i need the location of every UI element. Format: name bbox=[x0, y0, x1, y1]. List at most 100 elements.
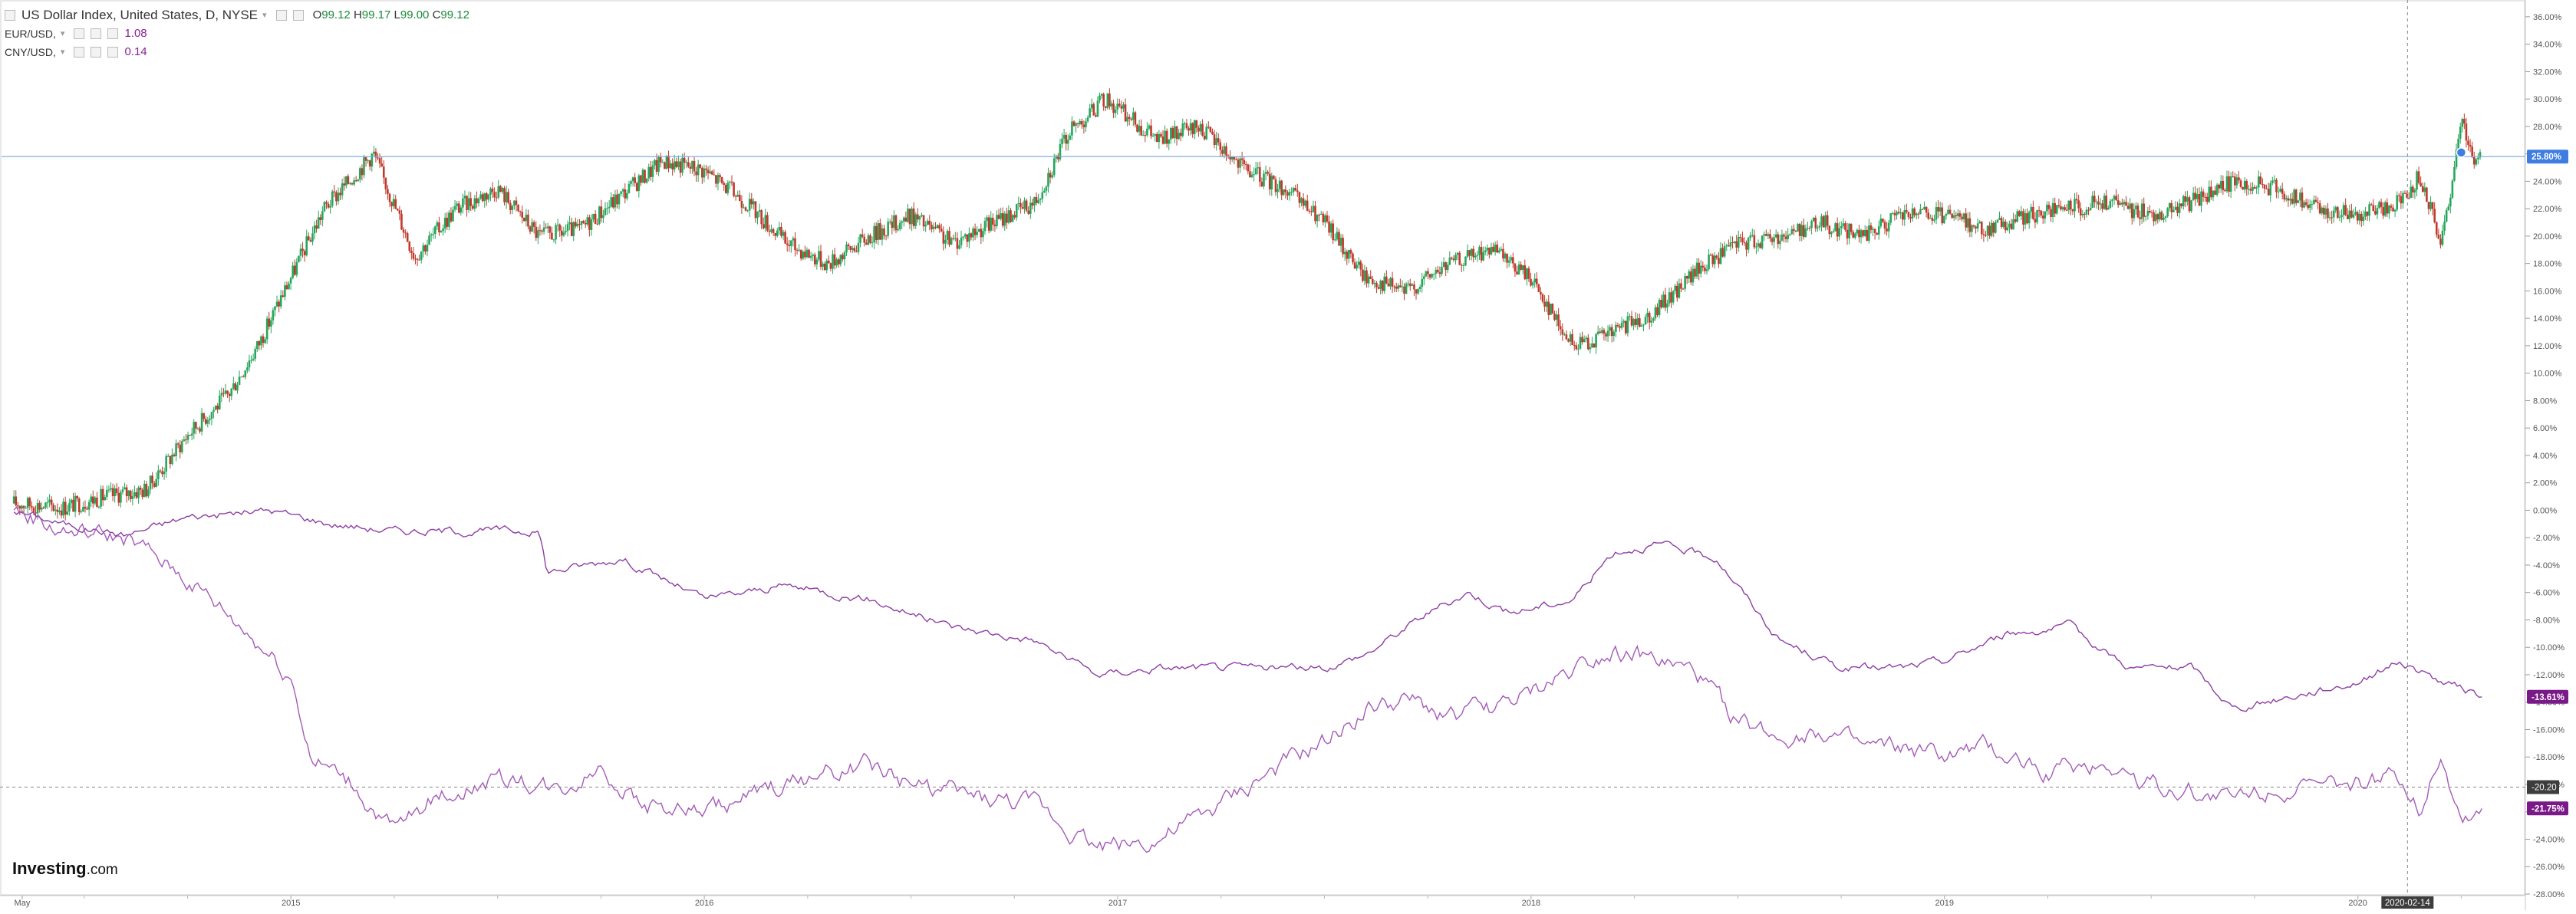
candle-body bbox=[1629, 316, 1631, 317]
candle-body bbox=[1735, 241, 1738, 248]
candle-body bbox=[1794, 230, 1797, 232]
candle-body bbox=[901, 221, 904, 223]
candle-body bbox=[2180, 203, 2183, 206]
candle-body bbox=[106, 490, 108, 498]
candle-body bbox=[1660, 300, 1662, 307]
legend-row-cny[interactable]: CNY/USD, ▾ 0.14 bbox=[5, 43, 469, 61]
candle-body bbox=[695, 171, 697, 176]
candle-body bbox=[2133, 209, 2136, 219]
candle-body bbox=[511, 205, 514, 210]
settings-icon[interactable] bbox=[91, 47, 102, 58]
x-axis[interactable]: May 2015 2016 2017 2018 2019 2020 2020-02-14 bbox=[15, 896, 2462, 909]
candle-body bbox=[2412, 186, 2414, 192]
candle-body bbox=[2301, 192, 2304, 208]
candle-body bbox=[740, 201, 743, 208]
candle-body bbox=[1615, 324, 1617, 332]
candle-body bbox=[129, 490, 132, 499]
candle-body bbox=[363, 157, 365, 176]
candle-body bbox=[1800, 225, 1804, 236]
candle-body bbox=[911, 208, 913, 225]
candle-body bbox=[1741, 238, 1744, 242]
settings-icon[interactable] bbox=[292, 10, 304, 21]
candle-body bbox=[1260, 182, 1263, 187]
candle-body bbox=[1755, 246, 1757, 248]
candle-body bbox=[1371, 278, 1374, 284]
candle-body bbox=[2417, 171, 2420, 183]
candle-body bbox=[1062, 135, 1066, 139]
candle-body bbox=[244, 370, 247, 377]
last-price-marker[interactable] bbox=[2456, 147, 2467, 158]
candle-body bbox=[997, 215, 1000, 219]
candle-body bbox=[84, 506, 87, 509]
candle-body bbox=[339, 192, 341, 196]
candle-body bbox=[2144, 215, 2147, 217]
eye-icon[interactable] bbox=[275, 10, 287, 21]
candle-body bbox=[185, 439, 187, 441]
candle-body bbox=[1551, 304, 1554, 314]
candle-body bbox=[1294, 188, 1297, 191]
candle-body bbox=[1705, 269, 1708, 271]
candle-body bbox=[610, 197, 613, 207]
eye-icon[interactable] bbox=[74, 28, 85, 39]
candle-body bbox=[766, 215, 769, 231]
candle-body bbox=[2008, 223, 2011, 228]
candle-body bbox=[319, 217, 322, 220]
eur-value: 1.08 bbox=[124, 27, 147, 40]
candle-body bbox=[397, 209, 399, 211]
settings-icon[interactable] bbox=[91, 28, 102, 39]
candle-body bbox=[74, 495, 77, 512]
candle-body bbox=[110, 488, 112, 490]
candle-body bbox=[503, 188, 506, 202]
candle-body bbox=[216, 406, 219, 409]
candle-body bbox=[2153, 212, 2155, 222]
close-icon[interactable] bbox=[107, 28, 119, 39]
collapse-icon[interactable] bbox=[5, 10, 15, 21]
candle-body bbox=[1713, 255, 1716, 265]
candle-body bbox=[1688, 271, 1691, 279]
candle-body bbox=[1015, 204, 1018, 218]
candle-body bbox=[1889, 213, 1892, 223]
candle-body bbox=[908, 209, 911, 225]
candle-body bbox=[1259, 167, 1261, 182]
close-icon[interactable] bbox=[107, 47, 119, 58]
candle-body bbox=[1106, 93, 1109, 108]
candle-body bbox=[2413, 189, 2416, 192]
candle-body bbox=[1630, 316, 1633, 326]
candle-body bbox=[173, 454, 176, 456]
candle-body bbox=[1332, 223, 1335, 241]
candle-body bbox=[21, 505, 23, 509]
candle-body bbox=[1567, 339, 1570, 342]
candle-body bbox=[1324, 215, 1326, 222]
candle-body bbox=[922, 215, 925, 227]
candle-body bbox=[1051, 175, 1053, 178]
candle-body bbox=[17, 505, 19, 507]
candle-body bbox=[784, 232, 786, 244]
candle-body bbox=[1599, 331, 1602, 334]
candle-body bbox=[486, 193, 488, 200]
candle-body bbox=[1486, 248, 1489, 251]
legend-row-main[interactable]: US Dollar Index, United States, D, NYSE … bbox=[5, 6, 469, 25]
candle-body bbox=[1715, 255, 1718, 258]
candle-body bbox=[1432, 274, 1435, 275]
cny-usd-value-tag: -21.75% bbox=[2527, 801, 2568, 816]
candle-body bbox=[2022, 211, 2024, 225]
candle-body bbox=[1072, 121, 1076, 127]
candle-body bbox=[252, 358, 255, 360]
candle-body bbox=[2099, 203, 2102, 205]
eye-icon[interactable] bbox=[74, 47, 85, 58]
chevron-down-icon[interactable]: ▾ bbox=[60, 29, 65, 38]
y-axis[interactable]: 36.00%34.00%32.00%30.00%28.00%26.00%24.0… bbox=[2525, 13, 2568, 899]
y-tick-label: 2.00% bbox=[2533, 479, 2557, 488]
candle-body bbox=[52, 505, 55, 511]
candle-body bbox=[467, 198, 470, 210]
candle-body bbox=[163, 471, 166, 475]
candle-body bbox=[1020, 202, 1022, 208]
candle-body bbox=[2061, 207, 2064, 210]
chevron-down-icon[interactable]: ▾ bbox=[60, 48, 65, 57]
legend-row-eur[interactable]: EUR/USD, ▾ 1.08 bbox=[5, 25, 469, 43]
candle-body bbox=[2390, 205, 2393, 208]
chevron-down-icon[interactable]: ▾ bbox=[262, 11, 267, 20]
candle-body bbox=[2447, 206, 2450, 210]
